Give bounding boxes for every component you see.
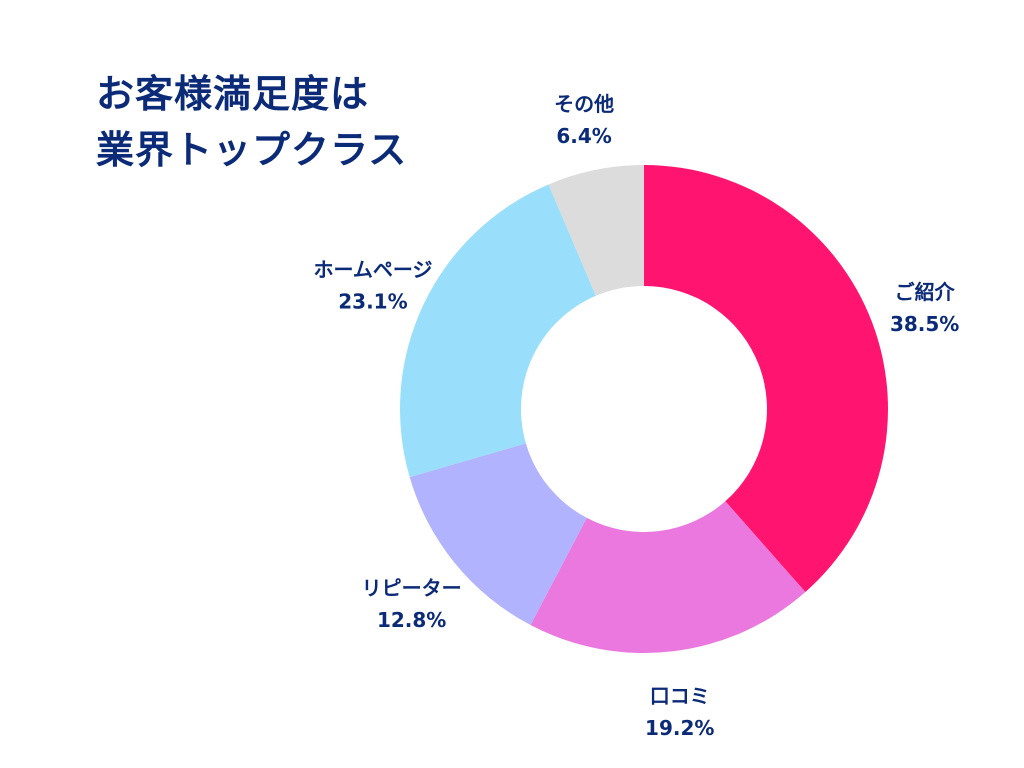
donut-labels: ご紹介 38.5% 口コミ 19.2% リピーター 12.8% ホームページ 23.1% その他… (313, 92, 959, 740)
slice-other (548, 165, 644, 296)
slice-category-label: ホームページ (313, 257, 432, 281)
slice-repeater (409, 443, 587, 625)
slice-category-label: 口コミ (650, 684, 710, 708)
slice-referral (644, 165, 888, 593)
chart-title: お客様満足度は 業界トップクラス (96, 66, 407, 178)
slice-category-label: ご紹介 (895, 280, 956, 304)
slice-category-label: リピーター (362, 576, 462, 600)
slice-value-label: 6.4% (556, 124, 611, 148)
slice-value-label: 19.2% (645, 716, 714, 740)
chart-title-line-1: お客様満足度は (96, 72, 370, 116)
slice-value-label: 23.1% (338, 289, 407, 313)
slice-word-of-mouth (530, 501, 806, 653)
slice-homepage (400, 184, 596, 478)
donut-slices (400, 165, 888, 653)
chart-title-line-2: 業界トップクラス (96, 128, 408, 172)
slice-value-label: 38.5% (890, 312, 959, 336)
slice-value-label: 12.8% (377, 608, 446, 632)
slice-category-label: その他 (554, 92, 614, 116)
